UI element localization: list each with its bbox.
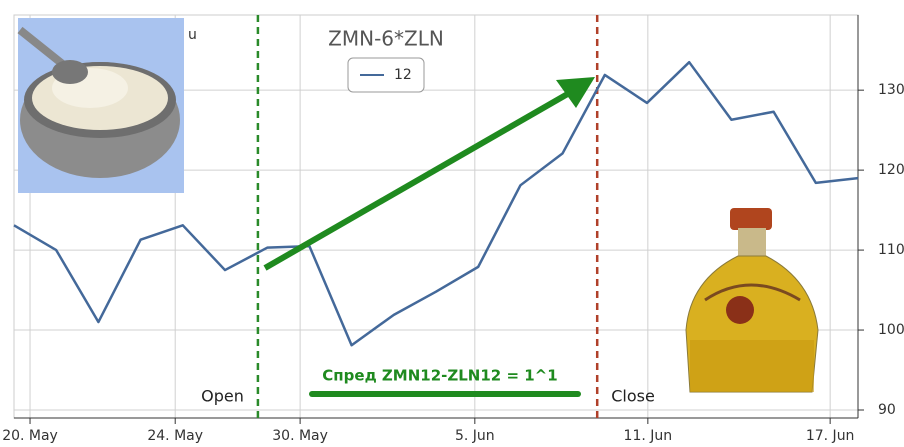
event-label: Close xyxy=(611,387,655,406)
y-tick-label: 130 xyxy=(878,82,904,98)
y-tick-label: 90 xyxy=(878,402,896,418)
chart-title: ZMN-6*ZLN xyxy=(328,27,444,51)
legend-label: 12 xyxy=(394,67,412,83)
oil-image xyxy=(685,208,819,393)
y-tick-label: 110 xyxy=(878,242,904,258)
x-tick-label: 30. May xyxy=(272,428,328,444)
flour-image xyxy=(17,18,184,193)
event-label: Open xyxy=(201,387,244,406)
y-tick-label: 100 xyxy=(878,322,904,338)
arrow-head xyxy=(556,77,595,108)
x-tick-label: 24. May xyxy=(147,428,203,444)
x-tick-label: 17. Jun xyxy=(806,428,855,444)
annotation: Спред ZMN12-ZLN12 = 1^1 xyxy=(322,367,557,385)
legend: 12 xyxy=(347,57,425,93)
series-line xyxy=(13,60,859,347)
x-tick-label: 5. Jun xyxy=(455,428,495,444)
y-tick-label: 120 xyxy=(878,162,904,178)
partial-text: u xyxy=(188,27,197,43)
arrow xyxy=(263,85,580,271)
x-tick-label: 20. May xyxy=(2,428,58,444)
x-tick-label: 11. Jun xyxy=(624,428,673,444)
